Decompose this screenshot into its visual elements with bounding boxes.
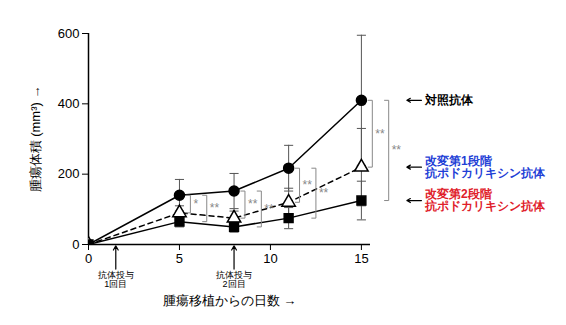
svg-text:400: 400 (58, 96, 80, 111)
svg-text:**: ** (210, 201, 220, 215)
svg-text:10: 10 (263, 251, 277, 266)
svg-text:改変第2段階抗ポドカリキシン抗体: 改変第2段階抗ポドカリキシン抗体 (424, 187, 546, 213)
svg-text:**: ** (392, 143, 402, 157)
svg-text:改変第1段階抗ポドカリキシン抗体: 改変第1段階抗ポドカリキシン抗体 (424, 154, 546, 180)
svg-text:0: 0 (85, 251, 92, 266)
svg-text:抗体投与2回目: 抗体投与2回目 (216, 270, 252, 289)
svg-text:腫瘍体積 (mm³) →: 腫瘍体積 (mm³) → (28, 86, 43, 193)
svg-text:腫瘍移植からの日数 →: 腫瘍移植からの日数 → (163, 293, 297, 308)
svg-text:抗体投与1回目: 抗体投与1回目 (98, 270, 134, 289)
svg-text:600: 600 (58, 26, 80, 41)
svg-text:5: 5 (176, 251, 183, 266)
svg-text:*: * (193, 197, 198, 211)
svg-text:200: 200 (58, 166, 80, 181)
svg-text:**: ** (375, 127, 385, 141)
svg-text:**: ** (319, 186, 329, 200)
svg-text:15: 15 (354, 251, 368, 266)
svg-text:0: 0 (72, 237, 79, 252)
svg-text:**: ** (248, 197, 258, 211)
svg-text:対照抗体: 対照抗体 (424, 93, 474, 107)
svg-text:**: ** (303, 178, 313, 192)
svg-text:**: ** (264, 202, 274, 216)
